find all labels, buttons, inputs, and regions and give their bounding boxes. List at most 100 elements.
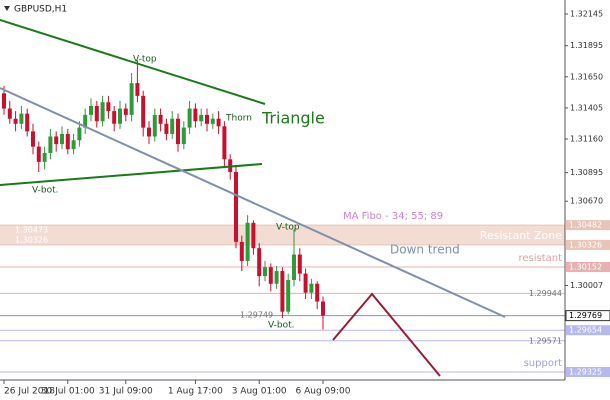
level-price-box (566, 220, 610, 231)
candle-body (274, 271, 279, 284)
candle-body (60, 133, 64, 145)
candle-body (112, 111, 117, 124)
resistant-label: resistant (518, 253, 562, 264)
candle-body (193, 108, 198, 122)
level-price-label: 1.29944 (529, 289, 562, 298)
candle-body (170, 118, 175, 134)
candle-body (65, 133, 70, 150)
candle-body (13, 118, 18, 124)
candle-body (83, 114, 88, 128)
candle-body (123, 108, 128, 115)
forecast-zigzag (332, 292, 441, 377)
y-tick-label: 1.30895 (570, 168, 603, 177)
x-tick-label: 1 Aug 17:00 (168, 387, 223, 397)
candle-body (268, 267, 273, 284)
resistant-zone-label: Resistant Zone (480, 229, 563, 242)
candle-body (94, 106, 99, 122)
x-tick-label: 3 Aug 01:00 (232, 387, 287, 397)
resistance-zone (0, 225, 565, 245)
candle-body (77, 127, 82, 141)
level-price-label: 1.30152 (569, 263, 602, 272)
candle-body (118, 108, 122, 124)
y-tick-label: 1.31160 (570, 135, 603, 144)
candle-body (216, 118, 221, 127)
y-tick-label: 1.31895 (570, 41, 603, 50)
candle-body (239, 241, 244, 261)
y-tick-label: 1.30670 (570, 197, 603, 206)
level-price-box (566, 239, 610, 250)
down-trend-line (0, 87, 506, 318)
candle-body (210, 118, 215, 124)
candle-body (205, 114, 209, 124)
candle-body (176, 118, 180, 145)
candle-body (19, 113, 24, 124)
candle-body (31, 131, 35, 147)
level-price-box (566, 325, 610, 336)
candle-body (222, 126, 227, 160)
chart-title: GBPUSD,H1 (14, 5, 67, 15)
down-trend-label: Down trend (390, 243, 460, 257)
candles (2, 60, 325, 330)
candle-body (321, 301, 325, 316)
candle-body (158, 114, 163, 124)
zone-top-label: 1.30473 (15, 226, 48, 235)
y-tick-label: 1.31405 (570, 103, 603, 112)
y-tick-label: 1.32145 (570, 9, 603, 18)
v-top-label: V-top (133, 55, 157, 65)
candle-body (100, 102, 105, 122)
candle-body (135, 83, 140, 96)
candle-body (42, 152, 47, 162)
candle-body (187, 108, 192, 128)
candle-body (54, 136, 59, 145)
thorn-label: Thorn (225, 114, 252, 124)
triangle-lower-line (0, 163, 263, 186)
level-price-label: 1.29654 (569, 326, 602, 335)
candle-body (164, 123, 169, 134)
level-price-box (565, 310, 610, 322)
level-price-label: 1.30482 (569, 221, 602, 230)
candle-body (257, 248, 262, 277)
candle-body (297, 254, 302, 274)
triangle-label: Triangle (261, 109, 325, 128)
candle-body (286, 279, 291, 312)
candle-body (147, 127, 151, 137)
v-top-label: V-top (276, 223, 300, 233)
symbol-icon (4, 6, 10, 11)
candle-body (303, 273, 308, 293)
support-label: support (524, 358, 562, 369)
candle-body (89, 106, 93, 115)
candle-body (152, 114, 157, 137)
triangle-upper-line (0, 19, 266, 105)
candle-body (234, 172, 238, 242)
candle-body (36, 146, 41, 162)
axes: 1.30482 1.30326 1.30152 1.29944 1.29769 1.296… (3, 9, 610, 397)
v-bot-label: V-bot. (268, 321, 295, 331)
candle-body (7, 108, 12, 119)
candle-body (245, 222, 250, 261)
level-price-label: 1.29325 (569, 368, 602, 377)
x-tick-label: 6 Aug 09:00 (296, 387, 351, 397)
candle-body (199, 114, 204, 122)
candle-body (181, 127, 186, 145)
candle-body (71, 140, 76, 150)
candle-body (106, 102, 111, 112)
v-bot-label: V-bot. (32, 186, 59, 196)
candle-body (48, 136, 53, 153)
level-price-label: 1.29769 (569, 311, 602, 320)
x-tick-label: 30 Jul 01:00 (41, 387, 95, 397)
level-price-box (566, 262, 610, 273)
zone-bottom-label: 1.30326 (15, 236, 48, 245)
candle-body (315, 283, 320, 302)
level-price-label: 1.30326 (569, 240, 602, 249)
candle-body (25, 113, 30, 132)
y-tick-label: 1.31650 (570, 72, 603, 81)
candle-body (2, 93, 6, 109)
x-tick-label: 31 Jul 09:00 (99, 387, 153, 397)
candle-body (129, 83, 134, 115)
candle-body (309, 283, 314, 293)
x-tick-label: 26 Jul 2018 (4, 387, 55, 397)
y-tick-label: 1.30007 (570, 281, 603, 290)
candle-body (263, 267, 267, 277)
